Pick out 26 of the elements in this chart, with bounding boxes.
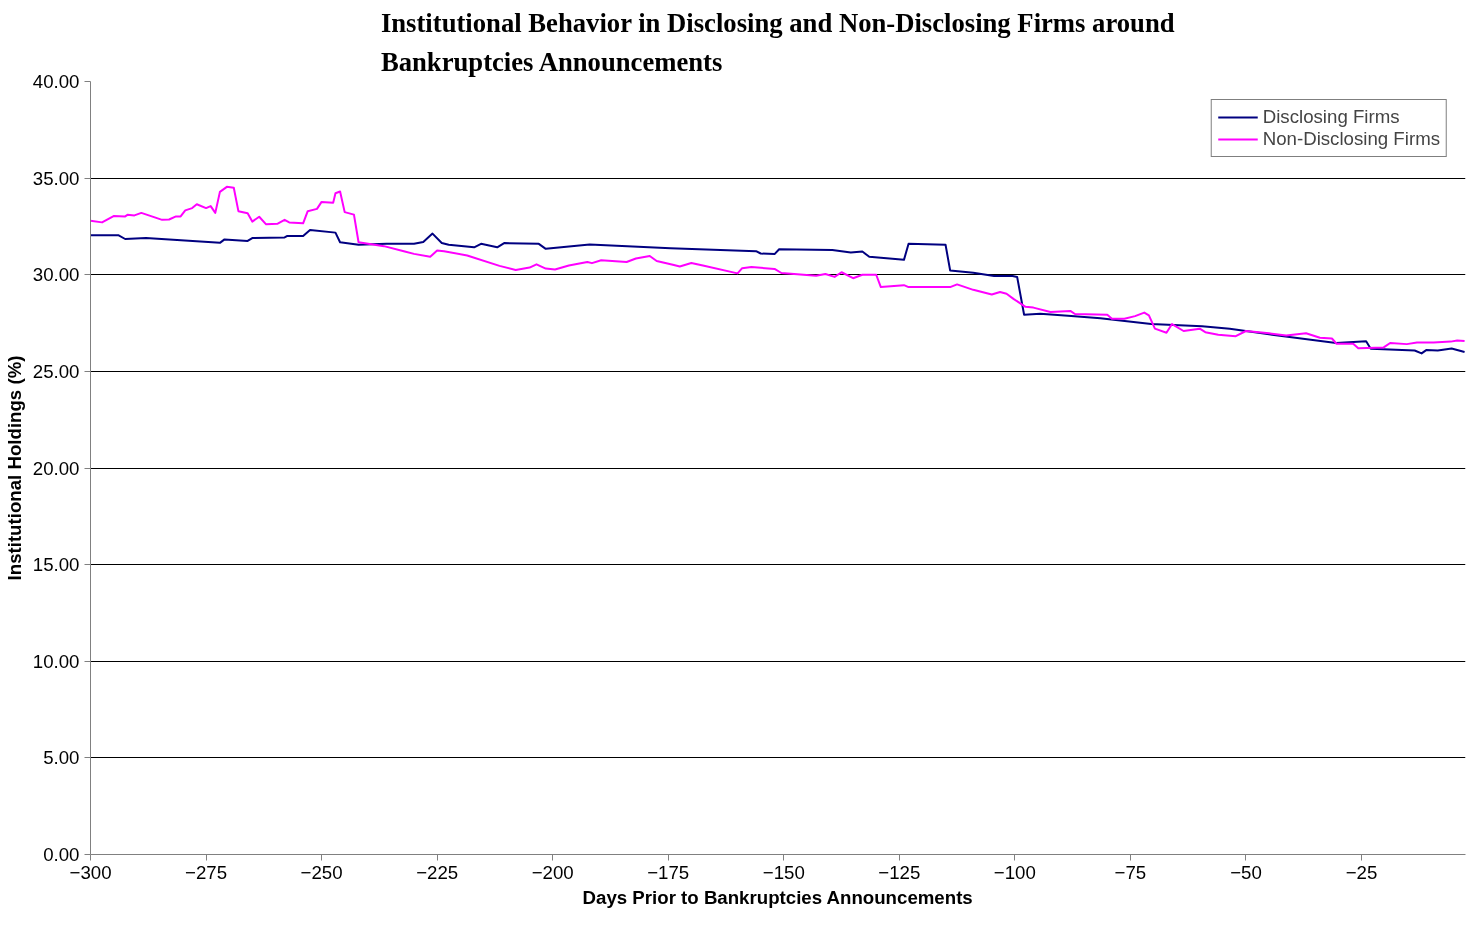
y-tick-label: 5.00: [43, 747, 80, 769]
line-series: [90, 228, 1466, 355]
chart-title: Institutional Behavior in Disclosing and Non-Disclosing Firms around Bankruptcies Announcements: [380, 7, 1175, 77]
y-tick-label: 30.00: [32, 264, 80, 286]
x-tick-label: −175: [647, 861, 690, 883]
x-tick-label: −250: [300, 861, 343, 883]
x-tick-label: −100: [993, 861, 1036, 883]
x-tick-label: −225: [416, 861, 459, 883]
x-tick-label: −75: [1114, 861, 1147, 883]
y-tick-label: 40.00: [32, 71, 80, 92]
y-axis-title: Institutional Holdings (%): [3, 355, 25, 581]
y-tick-label: 35.00: [32, 167, 80, 189]
y-tick-label: 20.00: [32, 457, 80, 479]
legend-label: Non-Disclosing Firms: [1262, 128, 1440, 150]
x-tick-label: −50: [1230, 861, 1262, 883]
x-axis-title: Days Prior to Bankruptcies Announcements: [582, 886, 973, 908]
y-tick-label: 25.00: [32, 360, 80, 382]
y-tick-label: 15.00: [32, 554, 80, 576]
legend-label: Disclosing Firms: [1262, 106, 1400, 128]
x-tick-label: −200: [531, 861, 574, 883]
line-series: [90, 185, 1466, 350]
x-tick-label: −125: [878, 861, 921, 883]
y-tick-label: 10.00: [32, 650, 80, 672]
x-tick-label: −150: [762, 861, 805, 883]
x-tick-label: −25: [1345, 861, 1378, 883]
x-tick-label: −275: [185, 861, 228, 883]
